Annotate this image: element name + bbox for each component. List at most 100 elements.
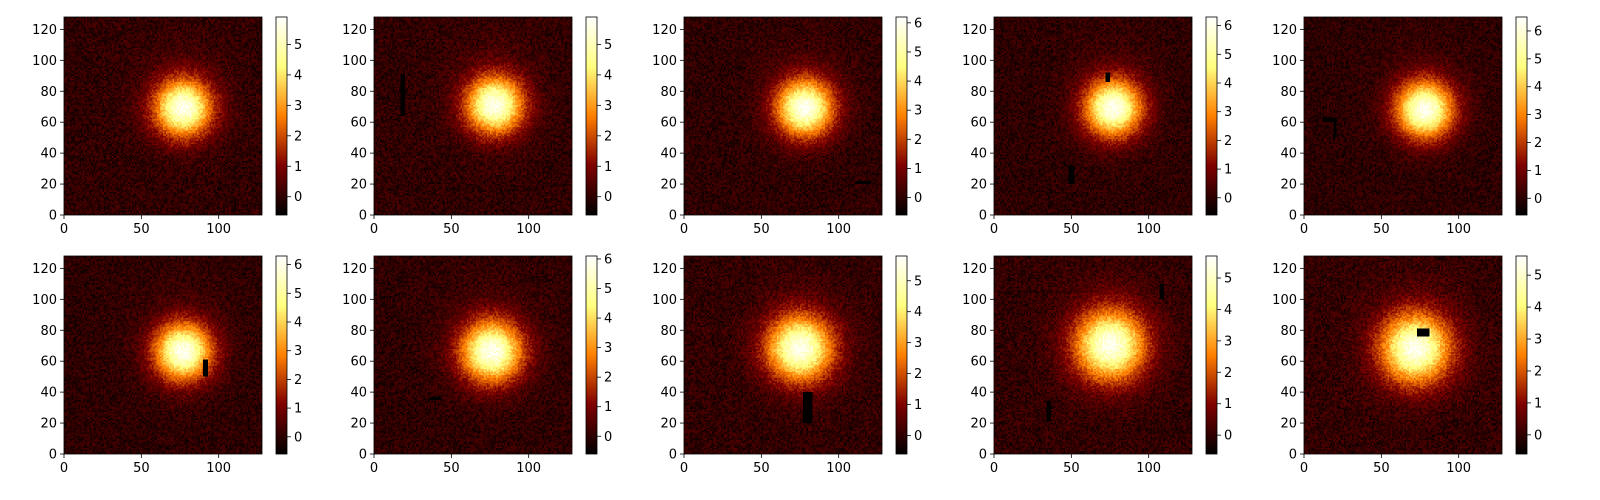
colorbar-tick-label: 5 (1224, 48, 1232, 63)
y-tick-label: 100 (342, 54, 367, 69)
x-tick-label: 0 (60, 222, 68, 237)
y-tick-label: 60 (350, 355, 367, 370)
x-tick-label: 100 (516, 461, 541, 476)
colorbar-tick-label: 0 (1224, 191, 1232, 206)
x-tick-label: 0 (1300, 222, 1308, 237)
y-tick-label: 20 (350, 417, 367, 432)
y-tick-label: 0 (359, 448, 367, 463)
colorbar-tick-label: 5 (294, 38, 302, 53)
colorbar-tick-label: 6 (294, 258, 302, 273)
heatmap-panel-2: 0 50 100 0 20 40 60 80 100 120 0 1 2 3 4 5 (342, 16, 612, 237)
colorbar (1206, 17, 1217, 215)
x-tick-label: 100 (1446, 222, 1471, 237)
x-tick-label: 100 (1446, 461, 1471, 476)
colorbar-tick-label: 2 (914, 133, 922, 148)
x-tick-label: 50 (133, 461, 150, 476)
x-tick-label: 0 (990, 461, 998, 476)
heatmap-panel-6: 0 50 100 0 20 40 60 80 100 120 0 1 2 3 4 5 6 (32, 255, 302, 476)
x-tick-label: 50 (753, 461, 770, 476)
colorbar-tick-label: 5 (1534, 52, 1542, 67)
heatmap-image (64, 17, 262, 215)
colorbar-frame (895, 255, 908, 455)
colorbar-tick-label: 4 (294, 68, 302, 83)
y-tick-label: 120 (32, 23, 57, 38)
y-tick-label: 60 (970, 355, 987, 370)
y-tick-label: 80 (1280, 324, 1297, 339)
colorbar-tick-label: 2 (914, 367, 922, 382)
heatmap-image (1304, 256, 1502, 454)
colorbar-tick-label: 1 (1534, 164, 1542, 179)
colorbar-frame (585, 16, 598, 216)
colorbar-tick-label: 5 (294, 287, 302, 302)
colorbar-frame (1205, 255, 1218, 455)
heatmap-image (684, 17, 882, 215)
colorbar-tick-label: 2 (1534, 364, 1542, 379)
x-tick-label: 50 (1373, 222, 1390, 237)
y-tick-label: 60 (660, 355, 677, 370)
y-tick-label: 120 (652, 262, 677, 277)
colorbar (586, 17, 597, 215)
y-tick-label: 60 (970, 116, 987, 131)
colorbar-frame (585, 255, 598, 455)
y-tick-label: 0 (49, 209, 57, 224)
colorbar-tick-label: 1 (604, 160, 612, 175)
y-tick-label: 0 (979, 209, 987, 224)
heatmap-image (64, 256, 262, 454)
y-tick-label: 100 (342, 293, 367, 308)
y-tick-label: 100 (652, 293, 677, 308)
colorbar-tick-label: 0 (604, 190, 612, 205)
colorbar-tick-label: 6 (1224, 19, 1232, 34)
y-tick-label: 120 (962, 23, 987, 38)
colorbar-tick-label: 1 (1534, 396, 1542, 411)
y-tick-label: 120 (1272, 262, 1297, 277)
x-tick-label: 50 (1373, 461, 1390, 476)
y-tick-label: 80 (40, 324, 57, 339)
axes-frame (373, 16, 573, 216)
y-tick-label: 120 (342, 23, 367, 38)
y-tick-label: 120 (342, 262, 367, 277)
colorbar-tick-label: 4 (914, 75, 922, 90)
axes-frame (1303, 16, 1503, 216)
y-tick-label: 80 (40, 85, 57, 100)
y-tick-label: 20 (1280, 178, 1297, 193)
x-tick-label: 100 (826, 222, 851, 237)
x-tick-label: 0 (60, 461, 68, 476)
colorbar-tick-label: 5 (1534, 269, 1542, 284)
y-tick-label: 60 (40, 116, 57, 131)
colorbar-tick-label: 1 (604, 400, 612, 415)
colorbar-tick-label: 1 (1224, 397, 1232, 412)
colorbar-tick-label: 3 (914, 104, 922, 119)
y-tick-label: 60 (40, 355, 57, 370)
y-tick-label: 40 (660, 386, 677, 401)
x-tick-label: 50 (443, 222, 460, 237)
colorbar-tick-label: 2 (604, 371, 612, 386)
colorbar-tick-label: 5 (914, 45, 922, 60)
y-tick-label: 100 (962, 293, 987, 308)
y-tick-label: 20 (40, 178, 57, 193)
y-tick-label: 40 (350, 386, 367, 401)
colorbar-tick-label: 0 (604, 430, 612, 445)
axes-frame (1303, 255, 1503, 455)
y-tick-label: 0 (669, 448, 677, 463)
y-tick-label: 0 (669, 209, 677, 224)
colorbar-tick-label: 2 (1224, 134, 1232, 149)
colorbar-tick-label: 3 (1534, 333, 1542, 348)
colorbar (1206, 256, 1217, 454)
y-tick-label: 80 (660, 85, 677, 100)
y-tick-label: 80 (350, 85, 367, 100)
y-tick-label: 120 (652, 23, 677, 38)
colorbar-tick-label: 3 (294, 99, 302, 114)
colorbar-tick-label: 0 (1534, 428, 1542, 443)
colorbar-tick-label: 6 (914, 16, 922, 31)
heatmap-panel-1: 0 50 100 0 20 40 60 80 100 120 0 1 2 3 4 5 (32, 16, 302, 237)
heatmap-panel-4: 0 50 100 0 20 40 60 80 100 120 0 1 2 3 4 5 6 (962, 16, 1232, 237)
colorbar-tick-label: 3 (1224, 334, 1232, 349)
colorbar-tick-label: 3 (604, 341, 612, 356)
y-tick-label: 20 (970, 178, 987, 193)
axes-frame (683, 16, 883, 216)
y-tick-label: 40 (660, 147, 677, 162)
colorbar-tick-label: 5 (604, 38, 612, 53)
colorbar-tick-label: 5 (604, 282, 612, 297)
heatmap-panel-9: 0 50 100 0 20 40 60 80 100 120 0 1 2 3 4 5 (962, 255, 1232, 476)
heatmap-panel-8: 0 50 100 0 20 40 60 80 100 120 0 1 2 3 4 5 (652, 255, 922, 476)
